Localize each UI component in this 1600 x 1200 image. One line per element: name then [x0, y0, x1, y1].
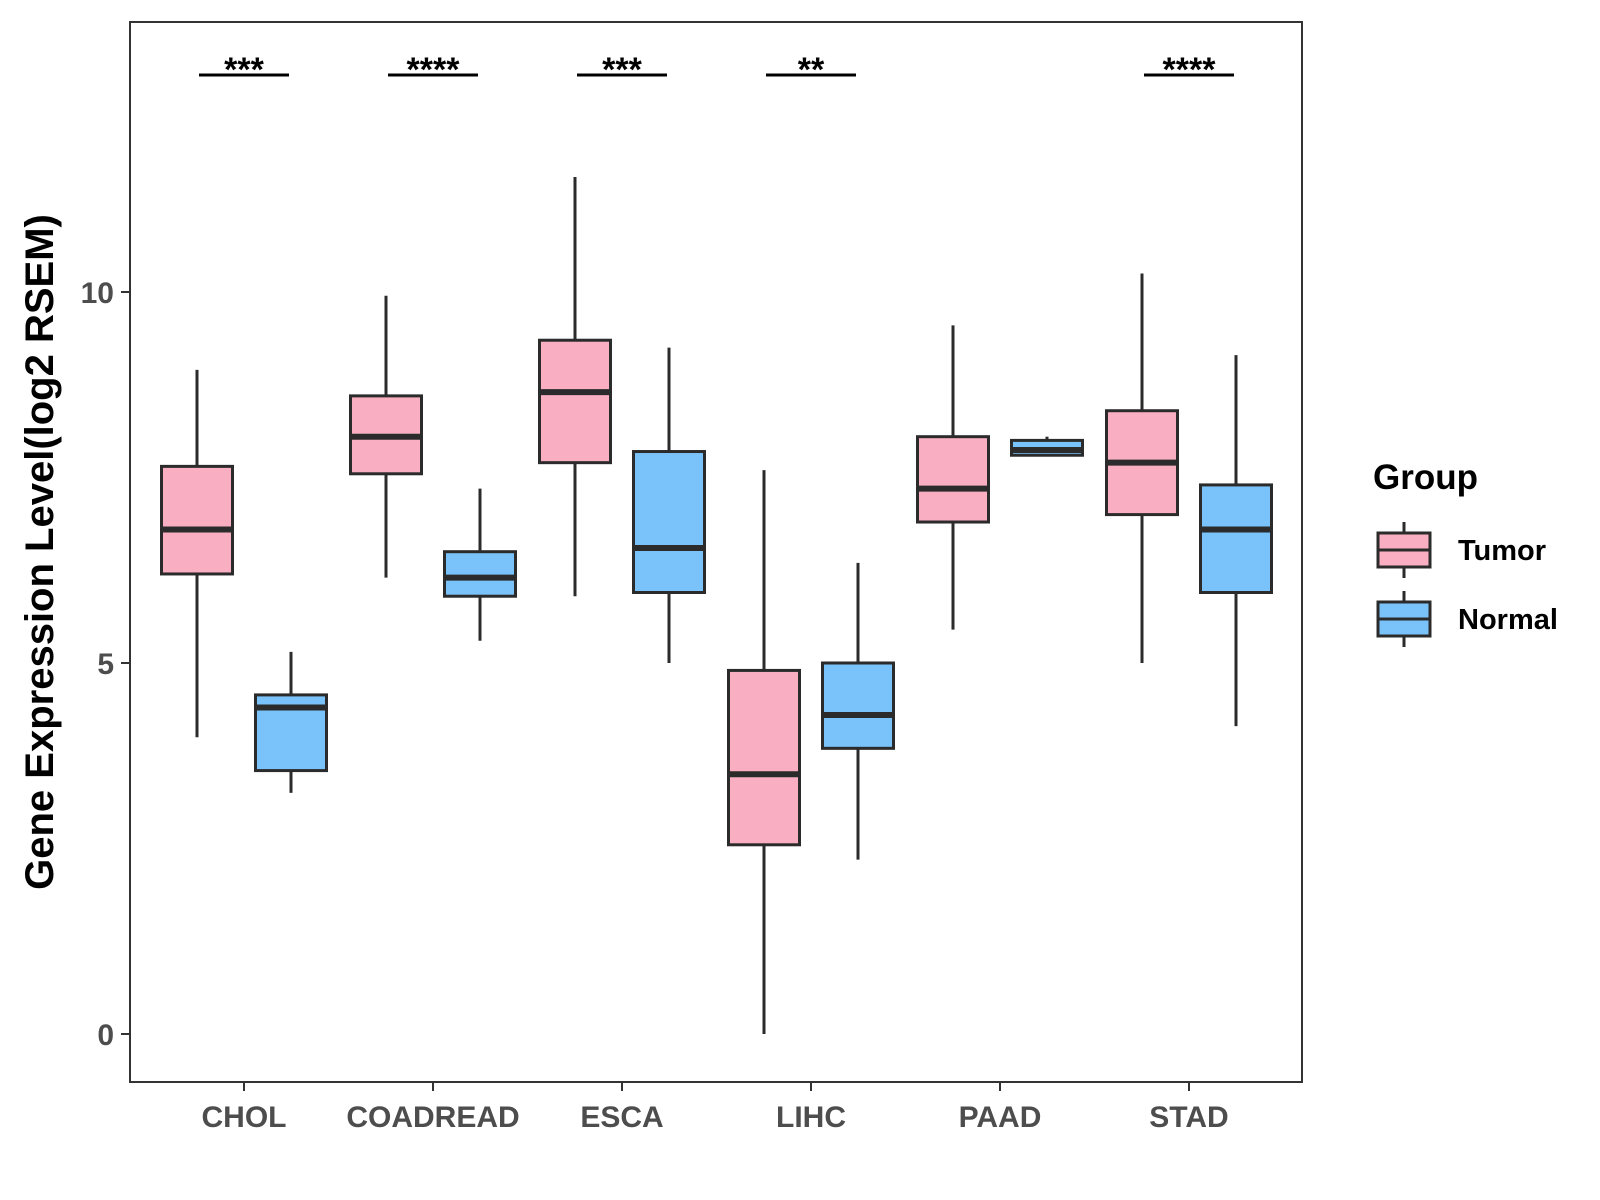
iqr-box [538, 338, 612, 465]
significance-label: *** [602, 51, 642, 89]
box-normal-lihc [821, 562, 895, 860]
significance-annotations: *** **** *** ** **** [199, 51, 1234, 89]
box-tumor-chol [160, 369, 234, 738]
iqr-box [632, 450, 706, 595]
y-tick-label: 0 [97, 1019, 114, 1052]
y-axis-title: Gene Expression Level(log2 RSEM) [18, 214, 62, 890]
box-normal-esca [632, 347, 706, 663]
significance-stad: **** [1144, 51, 1234, 89]
legend: Group Tumor Normal [1373, 458, 1558, 647]
box-normal-coadread [443, 488, 517, 641]
box-series [160, 176, 1273, 1034]
series-normal [254, 347, 1273, 860]
box-normal-chol [254, 651, 328, 793]
legend-label-tumor: Tumor [1458, 535, 1546, 567]
x-tick-label: LIHC [776, 1101, 846, 1134]
box-tumor-stad [1105, 273, 1179, 663]
box-tumor-esca [538, 176, 612, 597]
box-normal-paad [1010, 436, 1084, 457]
x-tick-label: STAD [1149, 1101, 1228, 1134]
iqr-box [160, 464, 234, 576]
significance-lihc: ** [766, 51, 856, 89]
significance-coadread: **** [388, 51, 478, 89]
iqr-box [443, 550, 517, 598]
x-axis: CHOL COADREAD ESCA LIHC PAAD STAD [202, 1082, 1229, 1134]
y-tick-label: 10 [81, 277, 114, 310]
legend-title: Group [1373, 458, 1478, 497]
legend-key-tumor: Tumor [1376, 522, 1546, 578]
significance-chol: *** [199, 51, 289, 89]
x-tick-label: CHOL [202, 1101, 287, 1134]
significance-esca: *** [577, 51, 667, 89]
x-tick-label: COADREAD [346, 1101, 519, 1134]
iqr-box [727, 668, 801, 847]
legend-key-normal: Normal [1376, 591, 1558, 647]
iqr-box [821, 661, 895, 750]
box-tumor-lihc [727, 470, 801, 1034]
significance-label: *** [224, 51, 264, 89]
significance-label: **** [407, 51, 461, 89]
y-axis: 0 5 10 [81, 277, 130, 1052]
y-tick-label: 5 [97, 648, 114, 681]
iqr-box [1199, 483, 1273, 595]
box-normal-stad [1199, 355, 1273, 727]
significance-label: **** [1163, 51, 1217, 89]
x-tick-label: PAAD [959, 1101, 1042, 1134]
significance-label: ** [798, 51, 825, 89]
legend-label-normal: Normal [1458, 604, 1558, 636]
plot-panel [129, 21, 1303, 1083]
x-tick-label: ESCA [580, 1101, 663, 1134]
box-tumor-paad [916, 325, 990, 630]
iqr-box [916, 435, 990, 524]
series-tumor [160, 176, 1179, 1034]
box-tumor-coadread [349, 295, 423, 578]
